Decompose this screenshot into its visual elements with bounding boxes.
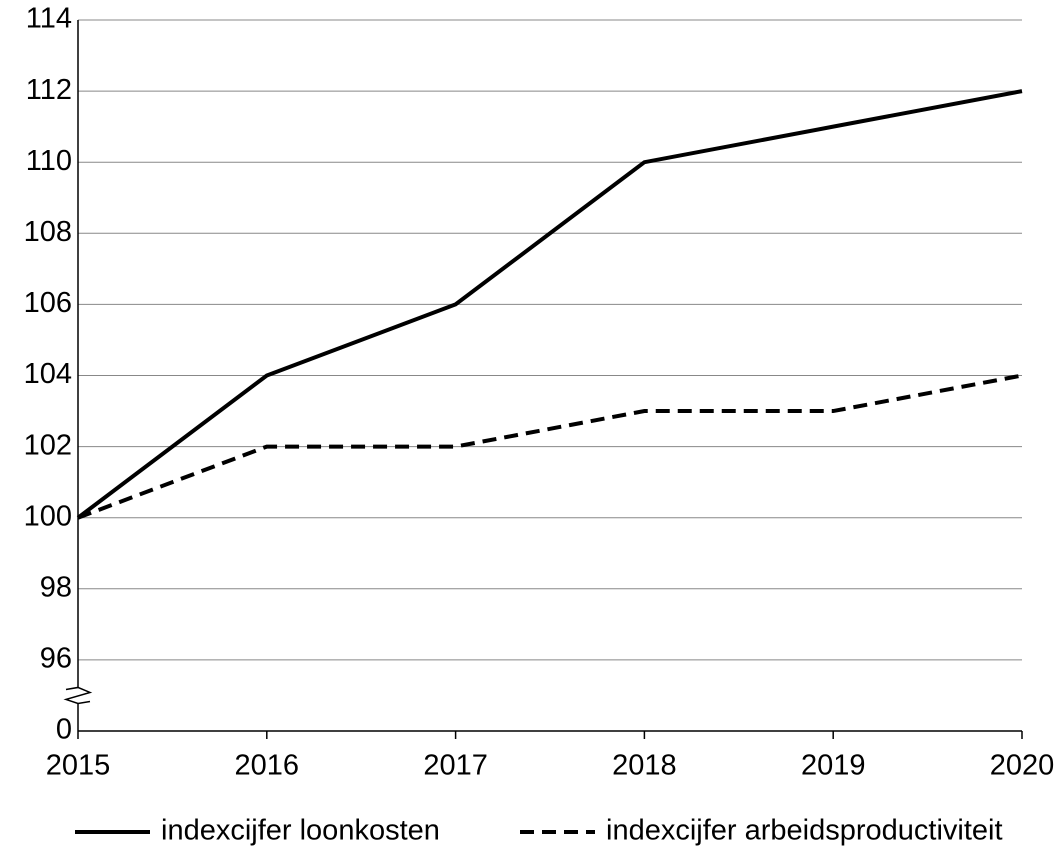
y-tick-label: 114 — [26, 3, 72, 35]
x-tick-label: 2020 — [990, 750, 1055, 782]
x-tick-label: 2015 — [46, 750, 111, 782]
series-line — [76, 89, 1023, 520]
axis-break — [63, 686, 93, 705]
x-tick-label: 2018 — [612, 750, 677, 782]
series-line — [77, 373, 1023, 520]
y-tick-label: 0 — [56, 714, 72, 746]
legend-label: indexcijfer arbeidsproductiviteit — [606, 815, 1003, 847]
y-tick-label: 104 — [24, 358, 72, 390]
y-tick-label: 96 — [40, 643, 72, 675]
y-tick-label: 100 — [24, 500, 72, 532]
x-tick-label: 2016 — [235, 750, 300, 782]
x-tick-label: 2019 — [801, 750, 866, 782]
y-tick-label: 98 — [40, 571, 72, 603]
y-tick-label: 106 — [24, 287, 72, 319]
y-tick-label: 110 — [26, 145, 72, 177]
y-tick-label: 112 — [26, 74, 72, 106]
y-tick-label: 102 — [24, 429, 72, 461]
x-tick-label: 2017 — [423, 750, 488, 782]
legend-label: indexcijfer loonkosten — [161, 815, 440, 847]
y-tick-label: 108 — [24, 216, 72, 248]
